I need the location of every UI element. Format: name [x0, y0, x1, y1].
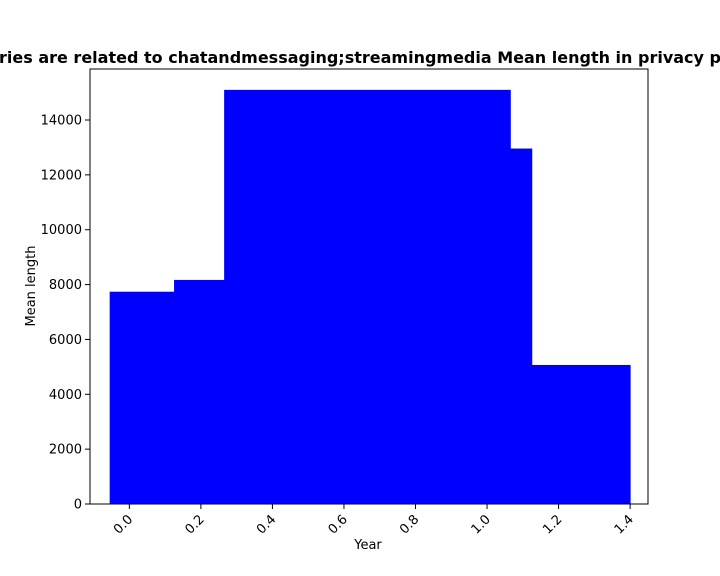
bars-group — [109, 89, 631, 504]
x-tick-label-7: 1.4 — [612, 512, 637, 537]
bar-0 — [109, 291, 175, 504]
y-tick-label-7: 14000 — [41, 114, 82, 129]
x-tick-label-6: 1.2 — [540, 512, 565, 537]
y-axis-label: Mean length — [24, 246, 39, 327]
y-tick-label-3: 6000 — [49, 333, 82, 348]
bar-3 — [510, 148, 533, 504]
y-tick-label-0: 0 — [74, 498, 82, 513]
y-tick-label-4: 8000 — [49, 278, 82, 293]
bar-4 — [531, 364, 631, 504]
x-tick-label-5: 1.0 — [469, 512, 494, 537]
plot-frame — [89, 68, 649, 505]
y-axis: 0 2000 4000 6000 8000 10000 12000 14000 — [41, 114, 90, 513]
y-tick-label-1: 2000 — [49, 443, 82, 458]
x-tick-label-3: 0.6 — [326, 512, 351, 537]
x-tick-label-1: 0.2 — [182, 512, 207, 537]
x-axis-label: Year — [353, 538, 382, 553]
x-tick-label-2: 0.4 — [254, 512, 279, 537]
y-tick-label-6: 12000 — [41, 168, 82, 183]
y-tick-label-2: 4000 — [49, 388, 82, 403]
x-tick-label-4: 0.8 — [397, 512, 422, 537]
x-axis: 0.0 0.2 0.4 0.6 0.8 1.0 1.2 1.4 — [111, 504, 637, 537]
chart-title: ries are related to chatandmessaging;str… — [0, 48, 720, 67]
bar-1 — [174, 279, 225, 504]
bar-2 — [224, 89, 511, 504]
x-tick-label-0: 0.0 — [111, 512, 136, 537]
y-tick-label-5: 10000 — [41, 223, 82, 238]
